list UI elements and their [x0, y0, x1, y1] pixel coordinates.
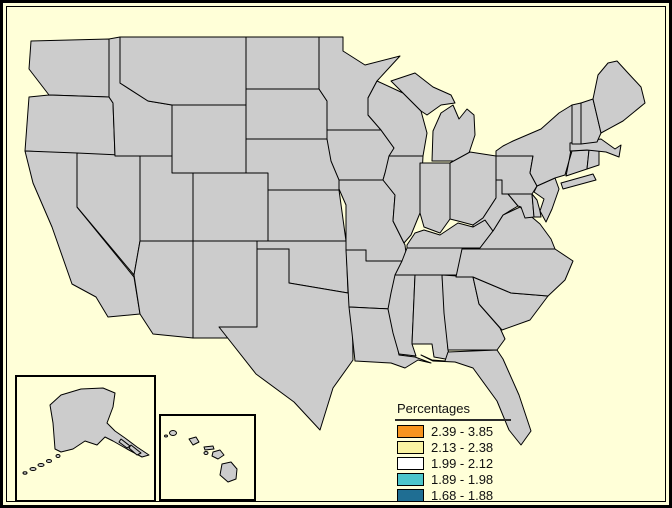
aleutian-island	[22, 471, 28, 475]
legend-swatch-bucket1	[397, 425, 424, 438]
state-wa	[28, 38, 110, 98]
conus-states	[24, 36, 646, 446]
state-wy	[171, 104, 247, 174]
state-co	[192, 172, 269, 242]
state-or	[24, 94, 116, 157]
us-choropleth-map	[15, 36, 646, 502]
state-in	[419, 162, 451, 234]
legend-row: 1.99 - 2.12	[395, 457, 523, 470]
state-nc	[455, 248, 574, 297]
hawaii-island-lanai	[203, 451, 209, 455]
state-ks	[267, 189, 347, 242]
state-nh	[580, 98, 602, 145]
hawaii-island-molokai	[203, 445, 215, 451]
alaska-panhandle-islands	[118, 438, 142, 456]
state-tx	[218, 248, 354, 431]
state-nd	[245, 36, 324, 90]
aleutian-island	[37, 463, 45, 467]
legend-label: 2.13 - 2.38	[431, 440, 494, 455]
legend-row: 1.68 - 1.88	[395, 489, 523, 502]
hawaii-inset-frame	[159, 414, 256, 501]
hawaii-island-kauai	[169, 430, 177, 436]
state-az	[133, 240, 194, 339]
legend-title: Percentages	[395, 400, 511, 421]
state-vt	[571, 102, 582, 145]
hawaii-inset	[159, 414, 256, 501]
legend-label: 1.99 - 2.12	[431, 456, 494, 471]
legend-row: 2.39 - 3.85	[395, 425, 523, 438]
hawaii-island-maui	[211, 449, 225, 460]
hawaii-island-oahu	[188, 436, 200, 446]
legend: Percentages 2.39 - 3.85 2.13 - 2.38 1.99…	[395, 400, 523, 502]
state-ia	[326, 129, 395, 181]
legend-rows: 2.39 - 3.85 2.13 - 2.38 1.99 - 2.12 1.89…	[395, 425, 523, 502]
state-nj	[533, 177, 560, 223]
state-sd	[245, 88, 328, 140]
legend-swatch-bucket5	[397, 489, 424, 502]
hawaii-island-big-island	[219, 461, 238, 483]
state-ri	[586, 148, 600, 170]
legend-swatch-bucket4	[397, 473, 424, 486]
state-de	[531, 193, 542, 218]
state-ak	[49, 387, 150, 458]
legend-row: 1.89 - 1.98	[395, 473, 523, 486]
legend-swatch-bucket3	[397, 457, 424, 470]
state-fl	[420, 349, 532, 446]
state-me	[592, 60, 646, 134]
legend-label: 1.89 - 1.98	[431, 472, 494, 487]
state-mt	[119, 36, 247, 106]
state-mi-upper-peninsula	[390, 72, 456, 116]
alaska-inset	[15, 375, 156, 502]
state-nm	[192, 240, 258, 339]
hawaii-island-niihau	[164, 434, 168, 438]
legend-swatch-bucket2	[397, 441, 424, 454]
legend-row: 2.13 - 2.38	[395, 441, 523, 454]
aleutian-island	[46, 459, 52, 463]
aleutian-island	[29, 467, 37, 471]
state-ky	[406, 219, 494, 249]
legend-label: 2.39 - 3.85	[431, 424, 494, 439]
legend-label: 1.68 - 1.88	[431, 488, 494, 503]
aleutian-island	[55, 454, 61, 458]
